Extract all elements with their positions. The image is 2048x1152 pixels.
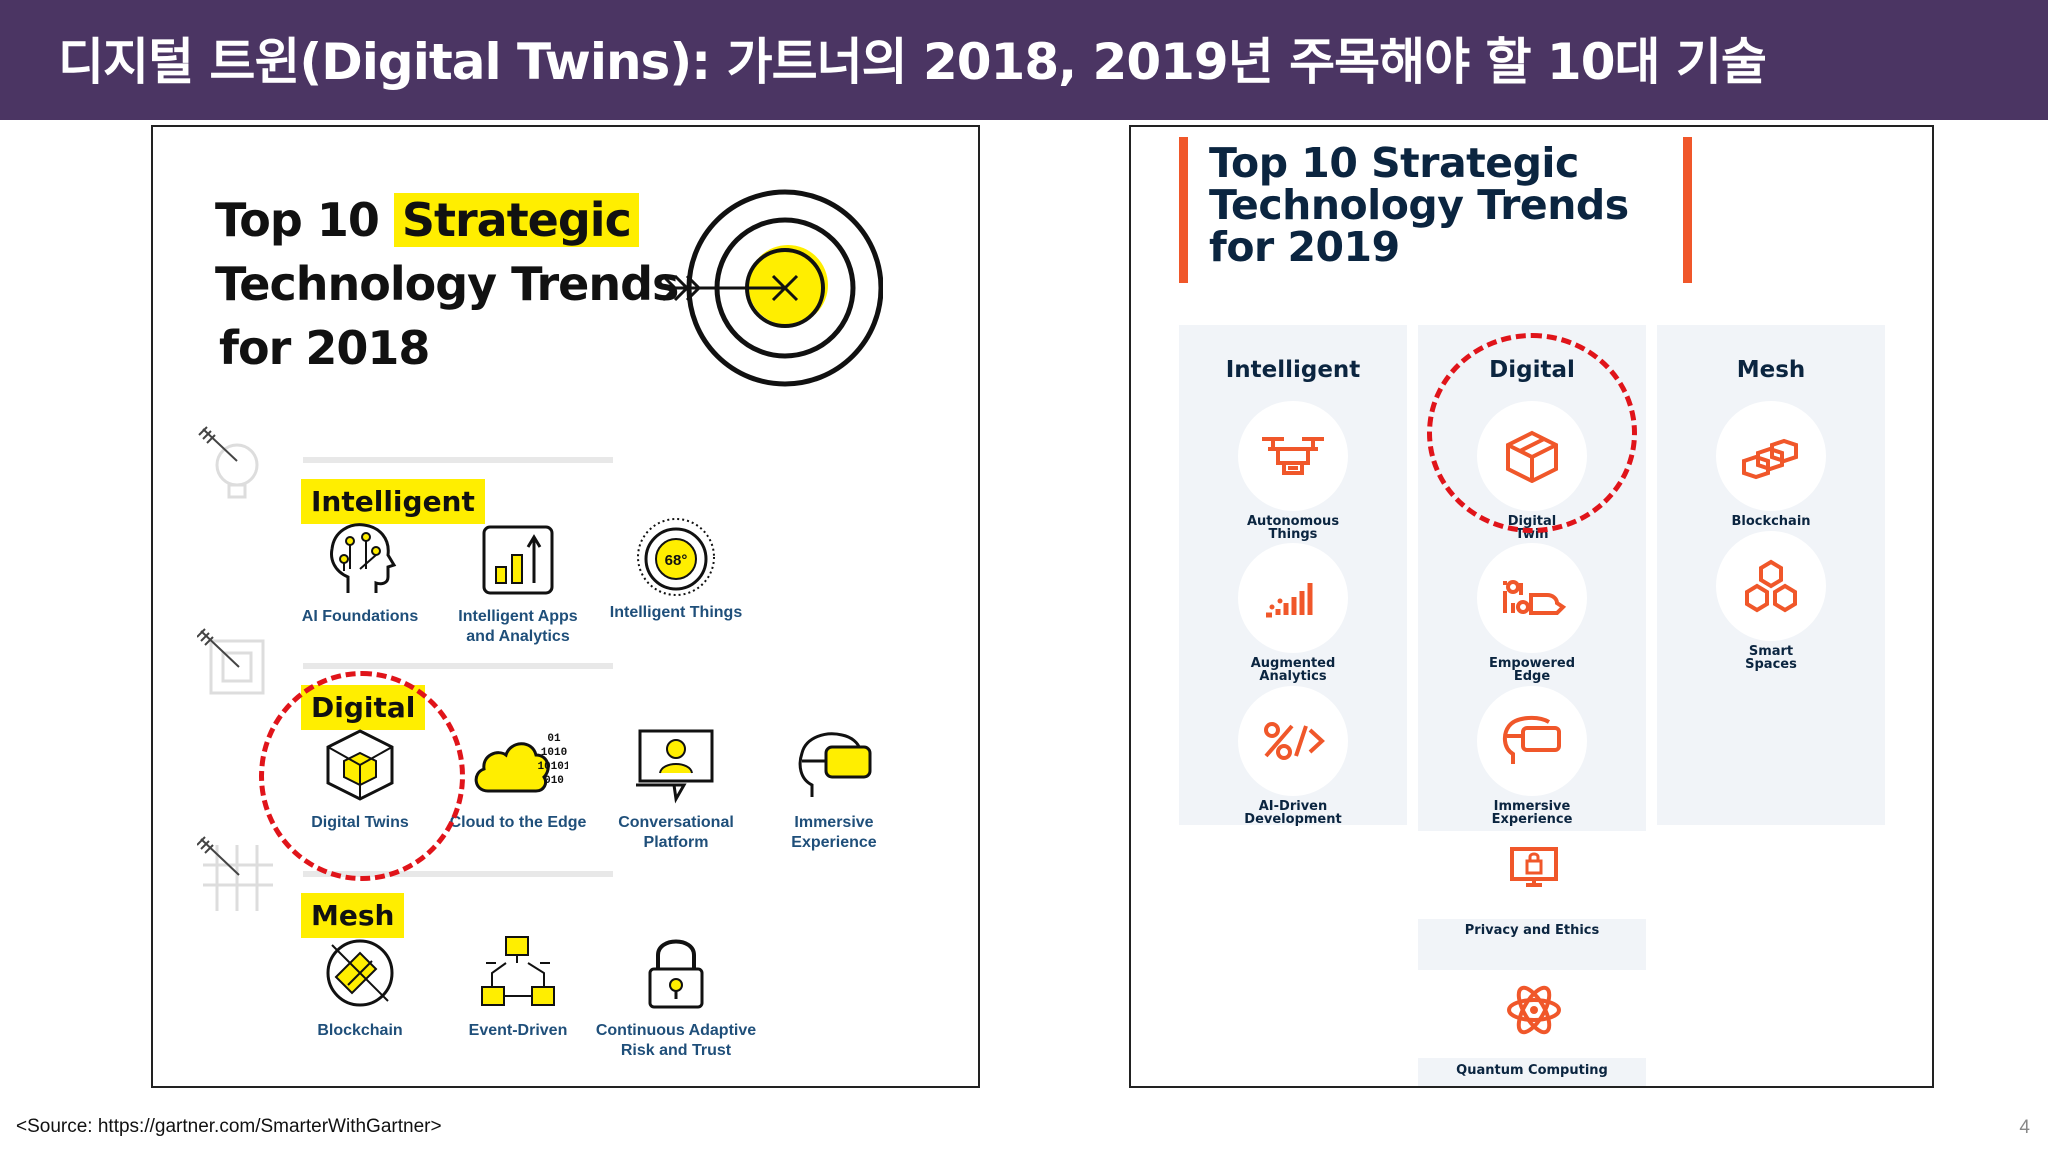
- trend-intelligent-apps: Intelligent Apps and Analytics: [433, 519, 603, 647]
- trend-blockchain-2018: Blockchain: [275, 933, 445, 1041]
- drone-icon: [1262, 437, 1324, 475]
- code-icon: [1264, 722, 1325, 760]
- trend-label: Conversational Platform: [618, 814, 734, 851]
- trend-label: Intelligent Things: [609, 604, 743, 621]
- gartner-2018-panel: Top 10 Strategic Technology Trends for 2…: [151, 125, 980, 1088]
- signal-bars-icon: [1266, 583, 1313, 618]
- title-2019-line3: for 2019: [1209, 222, 1400, 271]
- column-header: Intelligent: [1225, 357, 1361, 383]
- trend-label-quantum: Quantum Computing: [1456, 1063, 1608, 1078]
- accent-bar-right: [1683, 137, 1692, 283]
- trend-intelligent-things: 68° Intelligent Things: [591, 515, 761, 623]
- trend-label: Smart Spaces: [1745, 644, 1797, 672]
- trend-label: AI-Driven Development: [1244, 799, 1342, 827]
- trend-blockchain-2019: Blockchain: [1671, 401, 1871, 528]
- vr-headset-icon: [798, 732, 872, 797]
- trend-label: Intelligent Apps and Analytics: [458, 608, 578, 645]
- section-label-intelligent: Intelligent: [301, 479, 485, 524]
- accent-bar-left: [1179, 137, 1188, 283]
- trend-event-driven: Event-Driven: [433, 933, 603, 1041]
- blockchain-icon: [326, 939, 394, 1007]
- icon-circle: [1238, 543, 1348, 653]
- target-arrow-icon: [661, 189, 883, 387]
- icon-circle: [1716, 531, 1826, 641]
- lightbulb-arrow-icon: [198, 426, 259, 499]
- trend-immersive-experience: Immersive Experience: [749, 725, 919, 853]
- trend-label-privacy: Privacy and Ethics: [1464, 923, 1600, 938]
- edge-cloud-icon: [1503, 580, 1567, 615]
- pill-privacy: [1235, 831, 1831, 919]
- page-number: 4: [2019, 1117, 2030, 1138]
- binary-text: 10101: [537, 761, 568, 773]
- trend-immersive-experience-2019: Immersive Experience: [1432, 686, 1632, 826]
- ai-head-icon: [330, 523, 397, 593]
- trend-label: Immersive Experience: [1491, 799, 1573, 827]
- section-divider: [303, 871, 613, 877]
- section-divider: [303, 457, 613, 463]
- icon-circle: [1238, 686, 1348, 796]
- icon-circle: [1238, 401, 1348, 511]
- binary-text: 010: [544, 775, 564, 787]
- icon-circle: [1716, 401, 1826, 511]
- binary-text: 1010: [541, 747, 567, 759]
- header-bar: [0, 0, 2048, 120]
- trend-label: Immersive Experience: [791, 814, 877, 851]
- thermostat-icon: 68°: [637, 518, 715, 596]
- title-2019-line1: Top 10 Strategic: [1209, 139, 1579, 187]
- bar-chart-icon: [482, 525, 554, 595]
- trend-conversational-platform: Conversational Platform: [591, 725, 761, 853]
- title-2019-line2: Technology Trends: [1209, 180, 1629, 229]
- vr-headset-icon: [1502, 715, 1561, 764]
- privacy-monitor-icon: [1510, 847, 1558, 887]
- trend-label: Autonomous Things: [1246, 514, 1340, 542]
- trend-label: Cloud to the Edge: [449, 814, 587, 831]
- trend-label: Blockchain: [1731, 514, 1811, 529]
- title-2018-line2: Technology Trends: [215, 257, 679, 311]
- trend-ai-foundations: AI Foundations: [275, 519, 445, 627]
- lock-icon: [648, 939, 704, 1009]
- icon-circle: [1477, 543, 1587, 653]
- trend-label: Augmented Analytics: [1250, 656, 1336, 684]
- title-plain: Top 10: [215, 193, 380, 247]
- atom-icon: [1507, 985, 1561, 1035]
- trend-label: Blockchain: [317, 1022, 403, 1039]
- cloud-icon: 01 1010 10101 010: [474, 733, 568, 793]
- chat-person-icon: [636, 729, 714, 804]
- section-divider: [303, 663, 613, 669]
- trend-augmented-analytics: Augmented Analytics: [1193, 543, 1393, 683]
- slide-title: 디지털 트윈(Digital Twins): 가트너의 2018, 2019년 …: [58, 33, 1767, 91]
- trend-smart-spaces: Smart Spaces: [1671, 531, 1871, 671]
- grid-arrow-icon: [197, 836, 273, 911]
- binary-text: 01: [547, 733, 561, 745]
- title-2019: Top 10 Strategic Technology Trends for 2…: [1209, 139, 1629, 271]
- section-label-mesh: Mesh: [301, 893, 405, 938]
- icon-circle: [1477, 686, 1587, 796]
- trend-empowered-edge: Empowered Edge: [1432, 543, 1632, 683]
- trend-label: Continuous Adaptive Risk and Trust: [595, 1022, 757, 1059]
- trend-label: Event-Driven: [468, 1022, 568, 1039]
- trend-label: Empowered Edge: [1488, 656, 1576, 684]
- network-nodes-icon: [481, 936, 555, 1006]
- chip-arrow-icon: [197, 628, 265, 695]
- hexagons-icon: [1745, 559, 1797, 613]
- title-2018-line1: Top 10 Strategic: [215, 193, 639, 247]
- source-citation: <Source: https://gartner.com/SmarterWith…: [16, 1116, 442, 1137]
- trend-carta: Continuous Adaptive Risk and Trust: [591, 933, 761, 1061]
- highlight-circle-digital-twin: [1427, 333, 1637, 533]
- thermostat-value: 68°: [665, 552, 688, 569]
- gartner-2019-panel: Top 10 Strategic Technology Trends for 2…: [1129, 125, 1934, 1088]
- highlight-circle-digital-twins: [259, 671, 465, 881]
- title-highlight: Strategic: [393, 193, 639, 247]
- column-header: Mesh: [1736, 357, 1806, 383]
- trend-autonomous-things: Autonomous Things: [1193, 401, 1393, 541]
- blocks-icon: [1742, 438, 1798, 480]
- trend-ai-driven-development: AI-Driven Development: [1193, 686, 1393, 826]
- trend-label: AI Foundations: [301, 608, 419, 625]
- trend-cloud-to-edge: 01 1010 10101 010 Cloud to the Edge: [433, 725, 603, 833]
- title-2018-line3: for 2018: [219, 321, 430, 375]
- pill-quantum: [1235, 970, 1831, 1058]
